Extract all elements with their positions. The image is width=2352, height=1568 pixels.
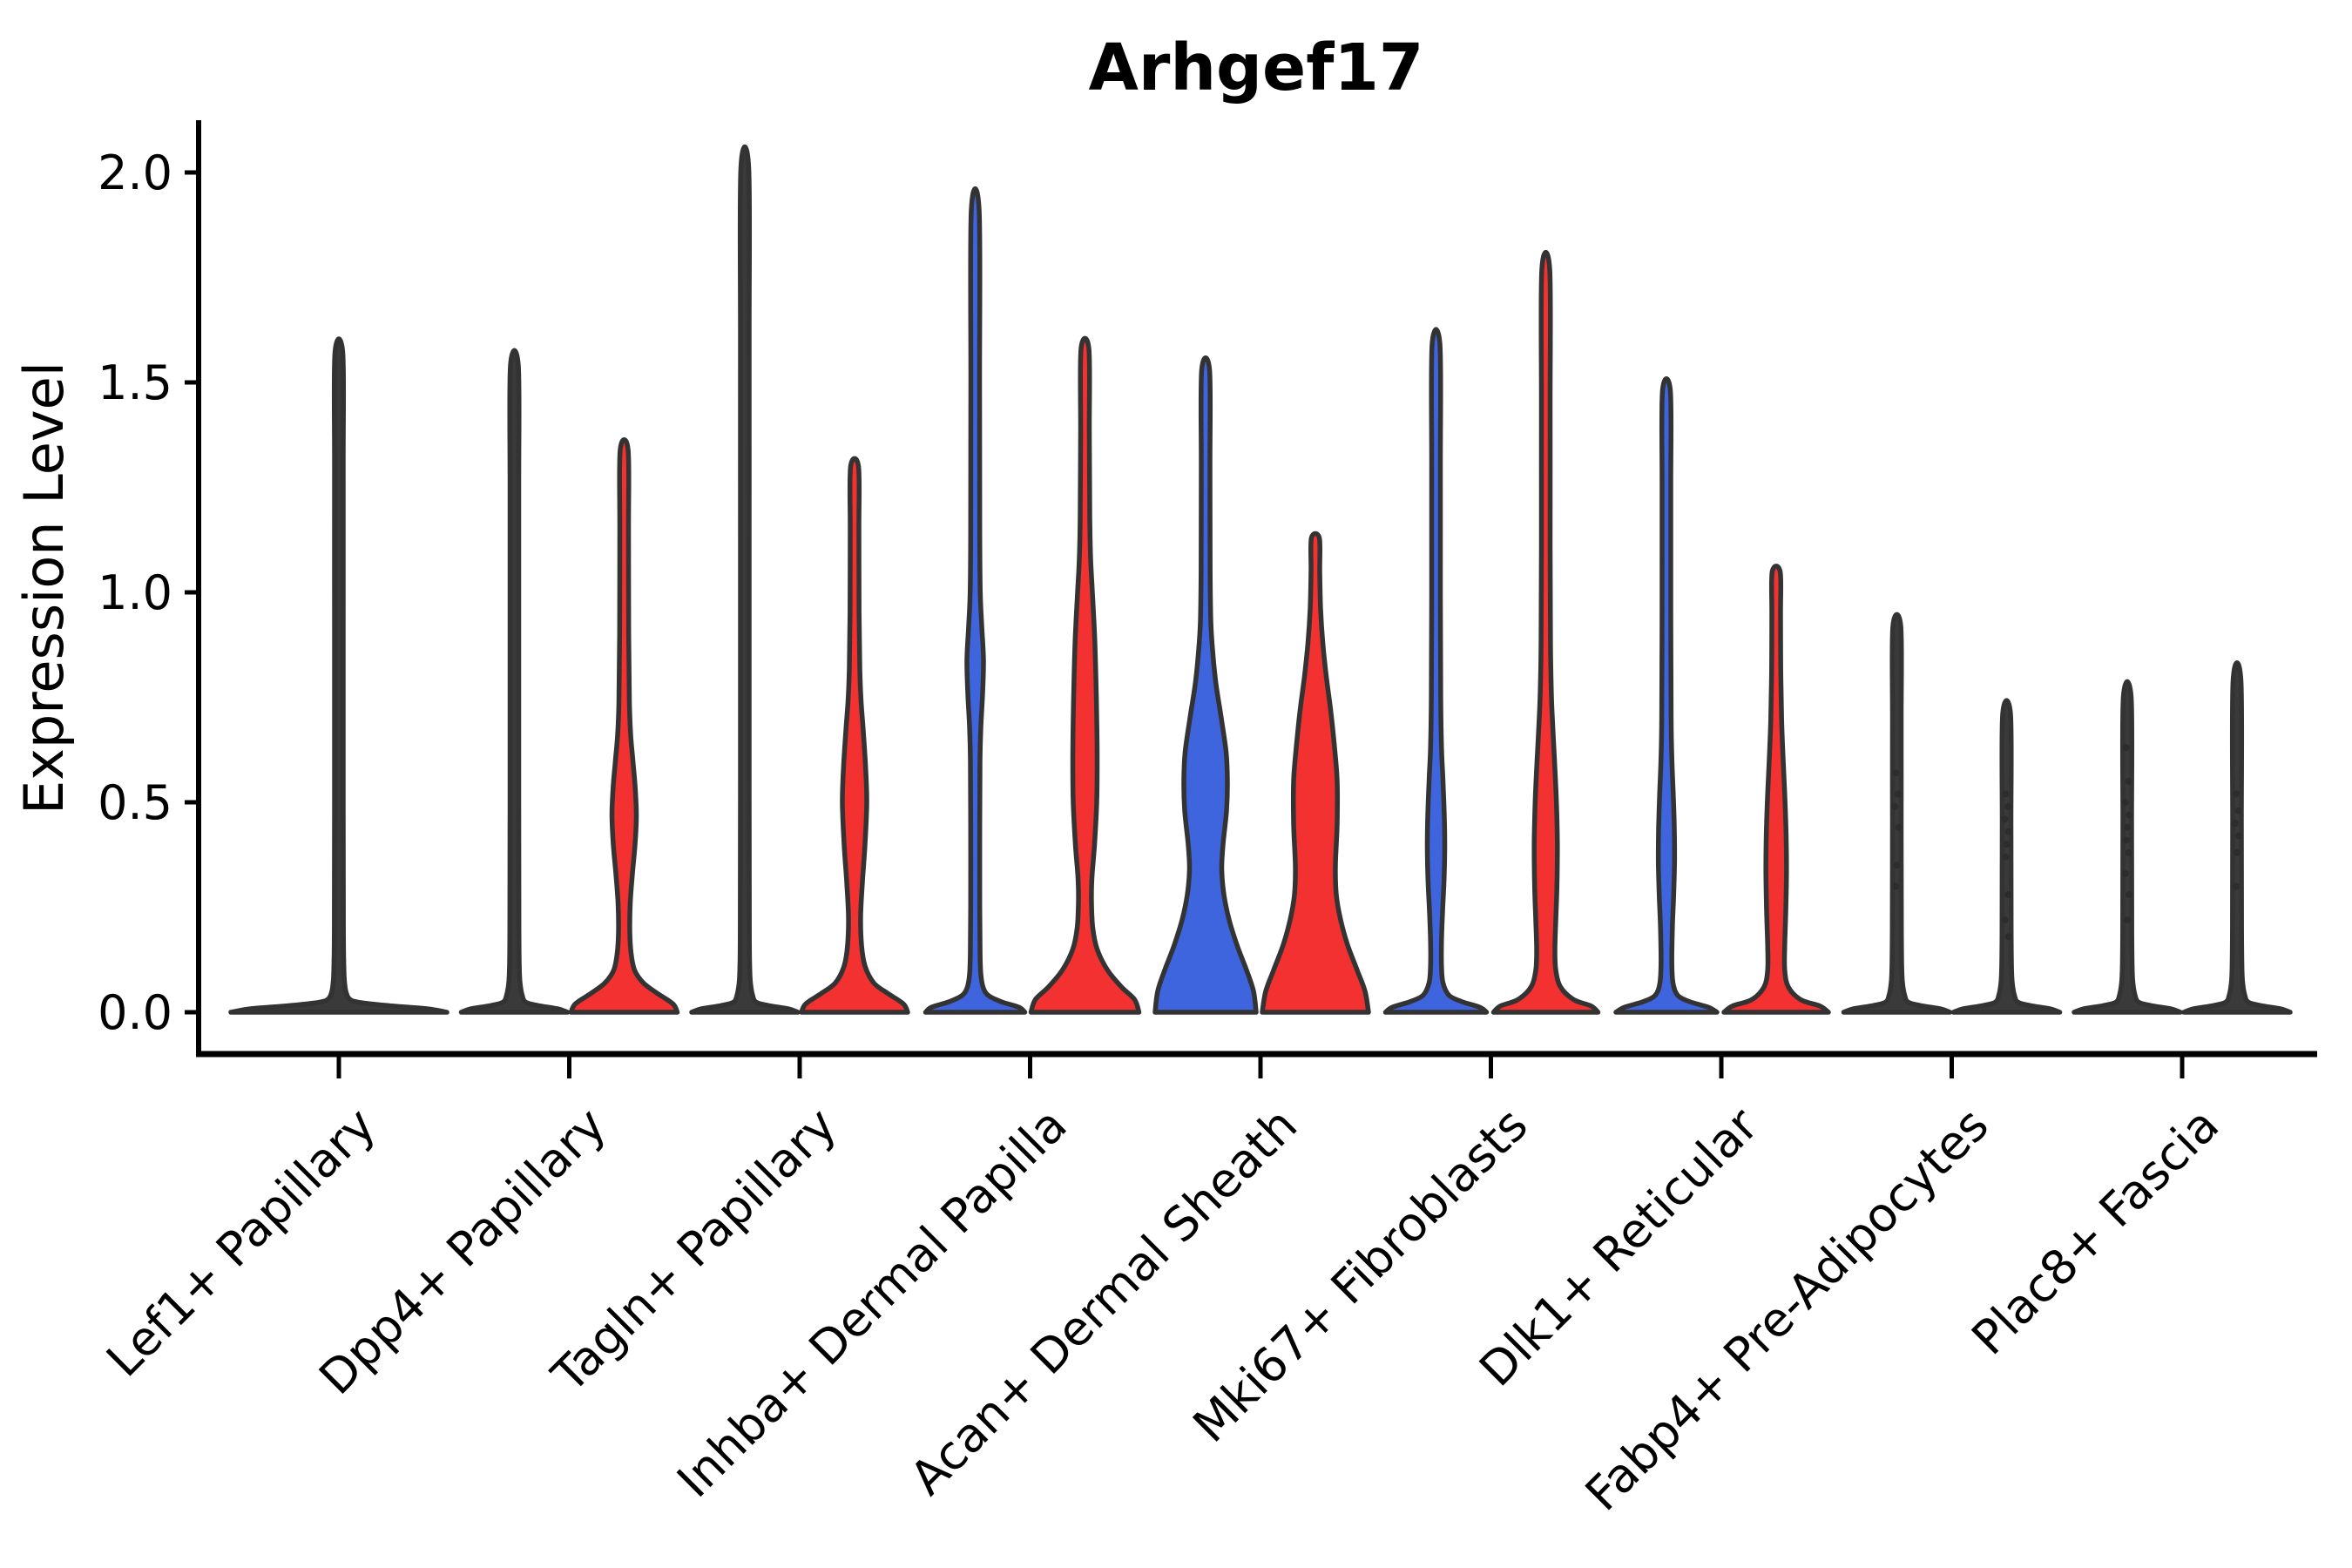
violin-5-blue: [1382, 327, 1490, 1015]
violin-6-blue: [1613, 376, 1720, 1015]
jitter-point: [1895, 790, 1902, 798]
violin-7-blue: [1841, 612, 1953, 1015]
jitter-point: [2125, 848, 2132, 856]
x-tick-label: Inhba+ Dermal Papilla: [666, 1098, 1077, 1508]
violin-2-blue: [689, 145, 801, 1015]
x-tick-label: Acan+ Dermal Sheath: [900, 1098, 1308, 1505]
violin-0: [228, 336, 449, 1015]
violin-3-red: [1028, 335, 1142, 1015]
violins-layer: [228, 145, 2293, 1015]
violin-1-red: [568, 436, 680, 1015]
jitter-point: [1895, 823, 1903, 831]
jitter-point: [2123, 744, 2130, 752]
axes-layer: [185, 120, 2317, 1078]
y-tick-label: 1.0: [98, 565, 172, 620]
y-tick-label: 0.5: [98, 775, 172, 830]
y-tick-label: 0.0: [98, 985, 172, 1040]
violin-5-red: [1490, 249, 1601, 1015]
chart-title: Arhgef17: [1089, 30, 1424, 105]
jitter-point: [2233, 882, 2240, 890]
jitter-point: [2002, 853, 2010, 861]
jitter-point: [2125, 777, 2132, 785]
violin-3-blue: [923, 186, 1028, 1015]
jitter-point: [1891, 802, 1899, 810]
jitter-point: [2122, 869, 2129, 877]
jitter-point: [2123, 836, 2130, 844]
violin-6-red: [1721, 564, 1831, 1015]
jitter-point: [1892, 769, 1900, 777]
x-tick-label: Plac8+ Fascia: [1961, 1098, 2229, 1366]
violin-1-blue: [458, 348, 571, 1015]
jitter-point: [2235, 832, 2242, 840]
y-tick-label: 1.5: [98, 355, 172, 410]
jitter-point: [2124, 823, 2131, 831]
jitter-point: [2126, 891, 2132, 899]
jitter-point: [2232, 820, 2239, 828]
jitter-point: [2126, 811, 2132, 819]
jitter-point: [1892, 882, 1900, 890]
x-tick-label: Fabp4+ Pre-Adipocytes: [1575, 1098, 1999, 1522]
jitter-point: [2001, 916, 2009, 923]
jitter-point: [2122, 799, 2129, 806]
jitter-point: [2004, 933, 2012, 941]
violin-4-red: [1260, 531, 1371, 1015]
jitter-point: [2004, 828, 2012, 835]
y-axis-label: Expression Level: [12, 362, 76, 814]
jitter-points-layer: [1891, 744, 2242, 941]
jitter-point: [2124, 916, 2131, 923]
jitter-point: [2234, 848, 2240, 856]
violin-4-blue: [1152, 355, 1259, 1015]
violin-2-red: [799, 456, 910, 1015]
jitter-point: [2234, 807, 2242, 814]
violin-8-blue: [2072, 679, 2183, 1015]
jitter-point: [2004, 891, 2011, 899]
y-tick-label: 2.0: [98, 145, 172, 200]
jitter-point: [2003, 841, 2011, 848]
jitter-point: [1893, 862, 1901, 869]
jitter-point: [2002, 790, 2010, 798]
jitter-point: [2001, 815, 2009, 823]
jitter-point: [2233, 790, 2240, 798]
jitter-point: [2004, 802, 2011, 810]
